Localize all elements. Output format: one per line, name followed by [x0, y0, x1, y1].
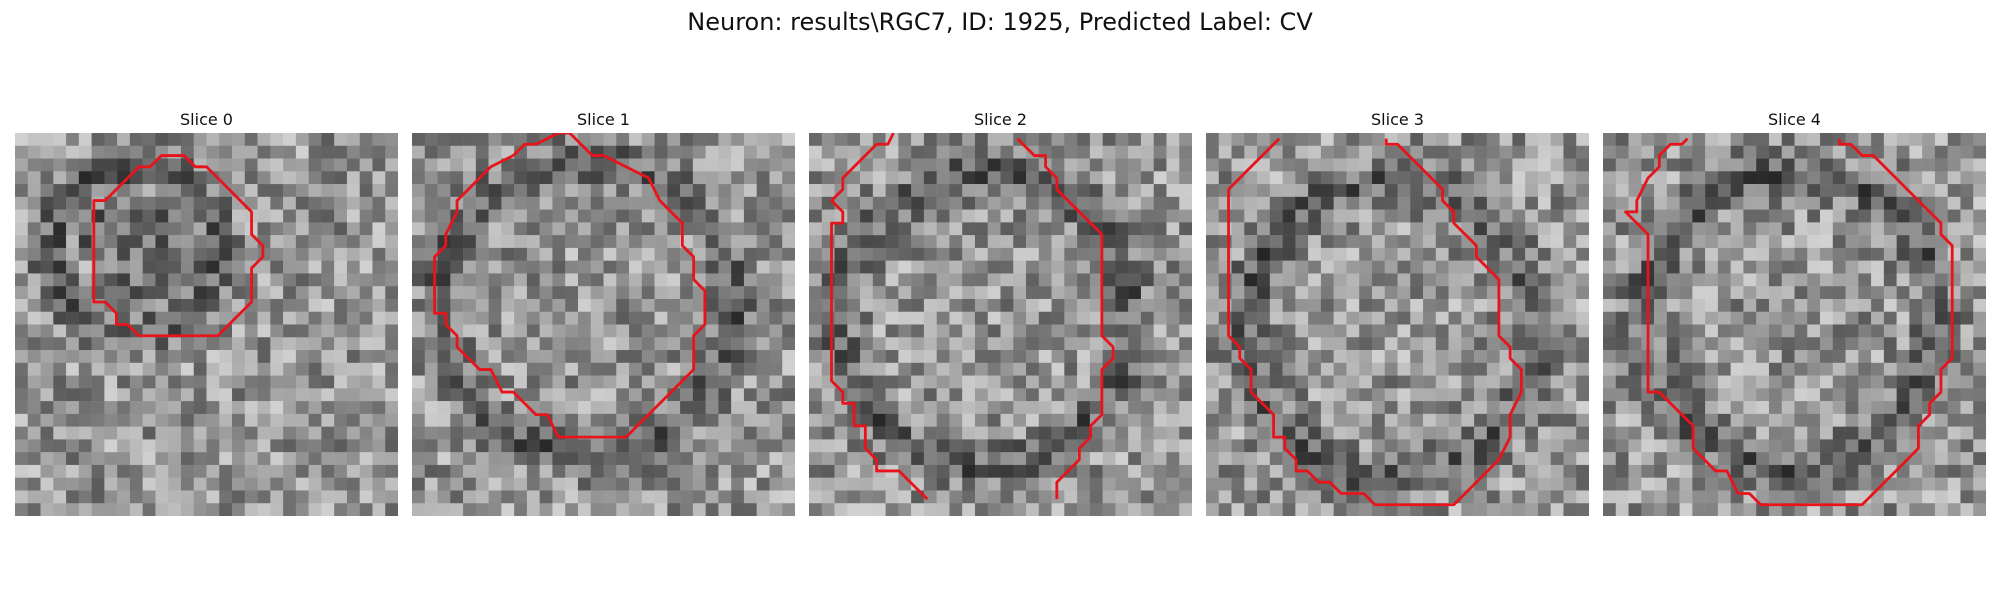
slice-1-panel [412, 133, 795, 516]
slice-1-title: Slice 1 [577, 110, 630, 129]
slice-0-image [15, 133, 398, 516]
slice-4-contour [1624, 137, 1954, 507]
slice-2-contour-right [1016, 137, 1115, 500]
slice-3-image [1206, 133, 1589, 516]
slice-0-contour [92, 154, 265, 338]
slice-4-image [1603, 133, 1986, 516]
slice-1-contour [433, 133, 707, 439]
slice-2-contour [830, 133, 929, 501]
slice-0-panel [15, 133, 398, 516]
slice-3-panel [1206, 133, 1589, 516]
slice-3-title: Slice 3 [1371, 110, 1424, 129]
slice-4-title: Slice 4 [1768, 110, 1821, 129]
slice-4-panel [1603, 133, 1986, 516]
slice-0-title: Slice 0 [180, 110, 233, 129]
figure-title: Neuron: results\RGC7, ID: 1925, Predicte… [687, 8, 1313, 36]
slice-2-title: Slice 2 [974, 110, 1027, 129]
slice-2-image [809, 133, 1192, 516]
slice-1-image [412, 133, 795, 516]
slice-3-contour [1227, 137, 1523, 507]
slice-2-panel [809, 133, 1192, 516]
